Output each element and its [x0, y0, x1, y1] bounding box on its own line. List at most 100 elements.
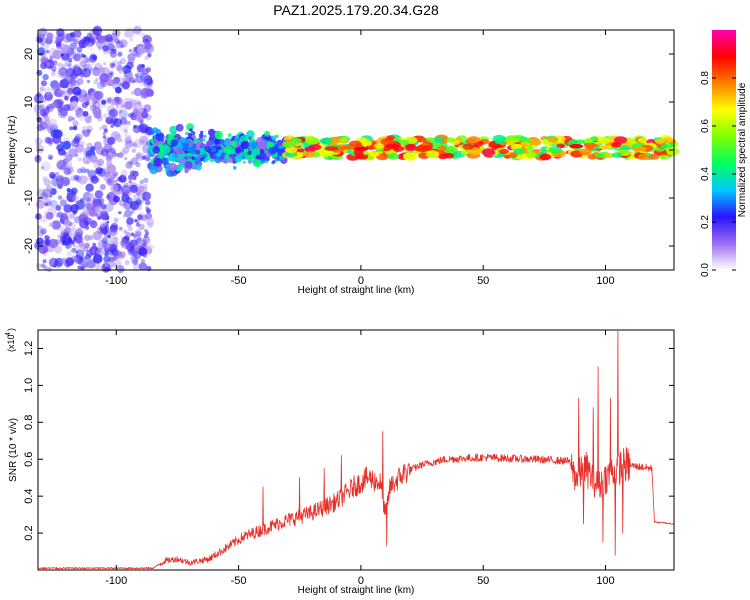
- spectrogram-cell: [142, 183, 148, 189]
- spectrogram-cell: [141, 136, 148, 143]
- spectrogram-cell: [94, 90, 104, 100]
- spectrogram-cell: [140, 72, 145, 77]
- spectrogram-cell: [495, 139, 504, 145]
- spectrogram-cell: [102, 113, 108, 118]
- spectrogram-cell: [122, 214, 126, 218]
- snr-series-line: [37, 329, 675, 570]
- spectrogram-cell: [102, 131, 107, 136]
- spectrogram-cell: [46, 137, 54, 144]
- spectrogram-cell: [41, 80, 47, 87]
- spectrogram-cell: [119, 82, 124, 87]
- spectrogram-cell: [40, 228, 47, 235]
- spectrogram-cell: [145, 206, 149, 210]
- spectrogram-cell: [184, 160, 193, 169]
- colorbar-tick-label: 0.6: [700, 119, 711, 133]
- spectrogram-cell: [249, 141, 258, 150]
- snr-scale-exponent: 4: [5, 332, 12, 336]
- spectrogram-cell: [57, 211, 64, 218]
- spectrogram-cell: [62, 33, 72, 43]
- spectrogram-cell: [77, 256, 88, 267]
- spectrogram-cell: [78, 214, 87, 223]
- spectrogram-cell: [82, 155, 92, 165]
- spectrogram-cell: [132, 176, 137, 181]
- colorbar-gradient: [712, 30, 736, 270]
- spectrogram-cell: [117, 101, 126, 111]
- y-tick-label: 20: [23, 48, 35, 60]
- spectrogram-cell: [64, 226, 72, 234]
- spectrogram-cell: [202, 138, 206, 142]
- spectrogram-cell: [42, 259, 47, 264]
- spectrogram-cell: [40, 41, 50, 51]
- spectrogram-cell: [240, 140, 250, 150]
- spectrogram-cell: [118, 211, 122, 215]
- spectrogram-cell: [224, 141, 229, 146]
- spectrogram-cell: [113, 195, 120, 203]
- spectrogram-cell: [91, 220, 96, 225]
- spectrogram-cell: [253, 148, 261, 156]
- spectrogram-cell: [115, 105, 119, 109]
- spectrogram-cell: [252, 159, 257, 164]
- spectrogram-cell: [100, 148, 109, 157]
- spectrogram-cell: [112, 113, 116, 118]
- spectrogram-cell: [264, 130, 271, 137]
- x-tick-label: 0: [358, 275, 364, 287]
- spectrogram-cell: [42, 99, 47, 103]
- spectrogram-cell: [39, 86, 45, 92]
- spectrogram-cell: [78, 141, 85, 147]
- spectrogram-cell: [55, 41, 62, 48]
- snr-x-label: Height of straight line (km): [298, 585, 415, 596]
- spectrogram-cell: [124, 77, 132, 86]
- spectrogram-cell: [662, 136, 674, 143]
- spectrogram-cell: [628, 138, 637, 144]
- spectrogram-cell: [137, 69, 143, 76]
- spectrogram-cell: [317, 149, 332, 158]
- spectrogram-cell: [134, 247, 139, 252]
- spectrogram-cell: [102, 135, 107, 139]
- spectrogram-cell: [116, 64, 123, 72]
- spectrogram-cell: [133, 87, 142, 97]
- spectrogram-cell: [95, 77, 99, 82]
- spectrogram-cell: [101, 99, 107, 105]
- spectrogram-cell: [64, 60, 72, 68]
- spectrogram-cell: [513, 148, 525, 155]
- spectrogram-cell: [85, 202, 93, 209]
- spectrogram-cell: [145, 38, 149, 42]
- colorbar-tick-label: 0.4: [700, 167, 711, 181]
- spectrogram-cell: [137, 101, 141, 105]
- spectrogram-cell: [142, 75, 151, 84]
- y-tick-label: 0: [23, 147, 35, 153]
- spectrogram-cell: [142, 191, 152, 201]
- spectrogram-cell: [405, 144, 417, 151]
- spectrogram-cell: [45, 212, 54, 220]
- spectrogram-cell: [92, 101, 101, 110]
- spectrogram-cell: [73, 174, 80, 181]
- spectrogram-cell: [41, 161, 51, 172]
- spectrogram-cell: [135, 162, 141, 168]
- spectrogram-cell: [219, 154, 225, 159]
- spectrogram-cell: [103, 62, 107, 66]
- colorbar-label: Normalized spectral amplitude: [737, 82, 748, 217]
- spectrogram-cell: [147, 222, 153, 228]
- spectrogram-cell: [33, 93, 44, 104]
- spectrogram-cell: [67, 85, 75, 93]
- spectrogram-cell: [134, 73, 139, 78]
- spectrogram-cell: [91, 195, 102, 206]
- spectrogram-cell: [619, 145, 630, 151]
- spectrogram-cell: [180, 137, 187, 144]
- spectrogram-cell: [104, 263, 109, 267]
- spectrogram-cell: [143, 78, 153, 88]
- spectrogram-cell: [120, 104, 125, 108]
- spectrogram-cell: [46, 32, 54, 40]
- spectrogram-cell: [75, 249, 85, 259]
- spectrogram-cell: [128, 224, 132, 228]
- spectrogram-marks: [33, 25, 680, 274]
- spectrogram-cell: [43, 178, 52, 187]
- spectrogram-cell: [97, 197, 105, 205]
- spectrogram-cell: [60, 176, 71, 187]
- spectrogram-cell: [55, 212, 62, 218]
- spectrogram-cell: [113, 217, 119, 223]
- spectrogram-cell: [101, 213, 108, 220]
- spectrogram-cell: [185, 139, 190, 145]
- spectrogram-cell: [90, 146, 96, 152]
- spectrogram-cell: [62, 258, 66, 262]
